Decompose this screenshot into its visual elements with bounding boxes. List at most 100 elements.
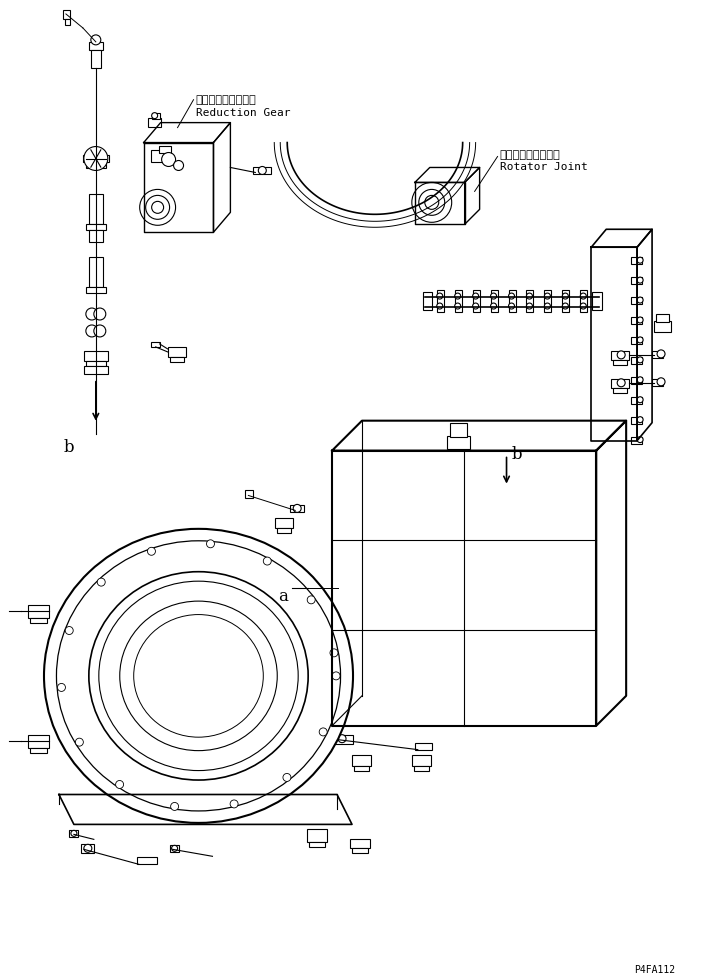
Bar	[335, 735, 353, 743]
Circle shape	[97, 578, 105, 586]
Bar	[631, 377, 642, 384]
Circle shape	[152, 112, 157, 118]
Text: Reduction Gear: Reduction Gear	[195, 107, 290, 117]
Bar	[69, 830, 78, 837]
Bar	[613, 360, 627, 364]
Circle shape	[637, 257, 643, 263]
Bar	[654, 321, 671, 332]
Bar	[151, 149, 169, 162]
Circle shape	[65, 626, 73, 634]
Circle shape	[637, 297, 643, 303]
Bar	[30, 747, 47, 752]
Circle shape	[637, 397, 643, 403]
Circle shape	[437, 293, 443, 299]
Circle shape	[307, 596, 315, 604]
Circle shape	[152, 201, 164, 213]
Bar	[611, 351, 629, 360]
Circle shape	[94, 308, 106, 320]
Circle shape	[637, 357, 643, 362]
Bar	[611, 379, 629, 388]
Bar	[473, 290, 480, 312]
Bar	[86, 162, 106, 168]
Circle shape	[293, 504, 301, 512]
Circle shape	[57, 684, 66, 692]
Circle shape	[637, 377, 643, 383]
Circle shape	[139, 190, 176, 226]
Circle shape	[657, 350, 665, 358]
Bar	[437, 290, 444, 312]
Bar	[28, 735, 49, 747]
Bar	[631, 337, 642, 344]
Circle shape	[338, 735, 346, 743]
Circle shape	[490, 293, 496, 299]
Bar	[631, 357, 642, 363]
Bar	[613, 388, 627, 393]
Bar	[83, 154, 109, 162]
Circle shape	[544, 303, 551, 309]
Bar	[84, 365, 108, 374]
Bar	[352, 754, 371, 766]
Ellipse shape	[119, 601, 277, 750]
Circle shape	[563, 303, 568, 309]
Circle shape	[508, 303, 515, 309]
Bar	[91, 50, 101, 67]
Circle shape	[637, 337, 643, 343]
Ellipse shape	[56, 541, 340, 811]
Circle shape	[258, 166, 266, 175]
Bar	[450, 423, 467, 437]
Circle shape	[330, 649, 338, 657]
Bar	[652, 379, 663, 386]
Bar	[152, 112, 159, 118]
Bar	[28, 605, 49, 618]
Bar	[563, 290, 569, 312]
Circle shape	[455, 293, 460, 299]
Bar	[167, 347, 185, 357]
Text: P4FA112: P4FA112	[634, 965, 675, 975]
Circle shape	[425, 195, 439, 209]
Bar	[631, 416, 642, 424]
Bar	[169, 845, 179, 852]
Circle shape	[637, 317, 643, 323]
Bar	[86, 361, 106, 365]
Circle shape	[526, 303, 533, 309]
Bar	[508, 290, 516, 312]
Bar	[631, 257, 642, 264]
Bar	[89, 194, 103, 225]
Text: Rotator Joint: Rotator Joint	[500, 162, 587, 173]
Bar	[415, 743, 432, 749]
Bar	[414, 766, 429, 771]
Circle shape	[84, 844, 92, 852]
Circle shape	[657, 378, 665, 386]
Bar	[137, 857, 157, 865]
Text: a: a	[278, 588, 288, 605]
Bar	[84, 351, 108, 361]
Circle shape	[544, 293, 551, 299]
Text: b: b	[511, 446, 522, 462]
Circle shape	[207, 540, 214, 548]
Bar	[581, 290, 587, 312]
Bar	[30, 618, 47, 623]
Text: リダクションギヤー: リダクションギヤー	[195, 95, 256, 105]
Bar	[592, 292, 602, 310]
Bar	[350, 839, 370, 848]
Circle shape	[116, 781, 124, 788]
Circle shape	[637, 277, 643, 283]
Circle shape	[91, 35, 101, 45]
Bar	[307, 829, 327, 842]
Circle shape	[283, 774, 291, 782]
Circle shape	[263, 557, 271, 565]
Circle shape	[162, 152, 176, 166]
Bar	[275, 519, 293, 529]
Bar	[447, 436, 470, 448]
Ellipse shape	[89, 572, 308, 780]
Circle shape	[581, 303, 586, 309]
Bar	[65, 19, 70, 25]
Bar	[148, 117, 161, 127]
Ellipse shape	[99, 581, 298, 771]
Ellipse shape	[44, 529, 353, 823]
Circle shape	[174, 160, 184, 170]
Circle shape	[419, 190, 445, 215]
Circle shape	[86, 308, 98, 320]
Circle shape	[412, 183, 452, 223]
Circle shape	[86, 325, 98, 337]
